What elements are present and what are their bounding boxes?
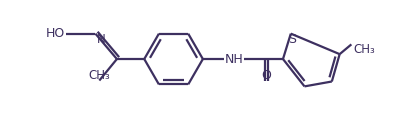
Text: N: N (96, 33, 105, 46)
Text: O: O (261, 68, 271, 82)
Text: CH₃: CH₃ (88, 68, 110, 82)
Text: NH: NH (225, 53, 243, 66)
Text: HO: HO (46, 27, 65, 40)
Text: S: S (288, 33, 296, 46)
Text: CH₃: CH₃ (354, 43, 375, 56)
